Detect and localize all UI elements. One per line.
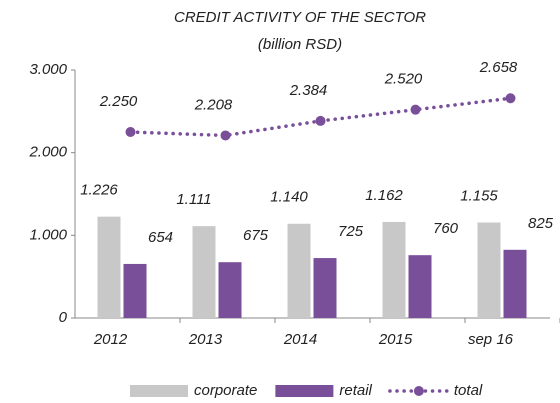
bar <box>313 258 337 318</box>
data-label: 1.226 <box>80 182 118 199</box>
line-marker <box>125 127 136 137</box>
legend-label: total <box>454 382 483 399</box>
bar <box>503 249 527 318</box>
data-label: 760 <box>433 220 459 237</box>
data-label: 2.208 <box>194 96 233 113</box>
chart-title: CREDIT ACTIVITY OF THE SECTOR <box>174 9 426 26</box>
x-tick-label: 2014 <box>283 331 317 348</box>
bar <box>287 223 311 318</box>
x-tick-label: 2012 <box>93 331 128 348</box>
legend-item: corporate <box>130 382 257 399</box>
data-label: 2.250 <box>99 93 138 110</box>
bar <box>123 263 147 318</box>
data-label: 1.111 <box>176 191 211 208</box>
bar <box>97 216 121 318</box>
legend-swatch <box>413 386 424 396</box>
data-label: 1.155 <box>460 187 498 204</box>
line-marker <box>220 130 231 141</box>
bar <box>218 262 242 318</box>
data-label: 2.520 <box>384 71 423 88</box>
legend-item: retail <box>275 382 373 399</box>
legend-label: retail <box>339 382 372 399</box>
y-tick-label: 2.000 <box>28 144 67 161</box>
data-label: 654 <box>148 229 173 246</box>
y-tick-label: 1.000 <box>29 226 67 243</box>
bar <box>477 222 501 318</box>
x-tick-label: sep 16 <box>468 331 514 348</box>
y-tick-label: 0 <box>59 309 68 326</box>
bar <box>382 221 406 318</box>
data-label: 2.658 <box>479 59 518 76</box>
y-tick-label: 3.000 <box>29 61 67 78</box>
legend-item: total <box>388 382 483 399</box>
data-label: 1.140 <box>270 189 308 206</box>
legend-swatch <box>130 385 188 397</box>
x-tick-label: 2015 <box>378 331 413 348</box>
legend-label: corporate <box>194 382 257 399</box>
data-label: 1.162 <box>365 187 403 204</box>
data-label: 725 <box>338 223 364 240</box>
data-label: 675 <box>243 227 269 244</box>
legend-swatch <box>275 385 334 397</box>
bar <box>408 255 432 318</box>
chart-subtitle: (billion RSD) <box>258 36 342 53</box>
line-marker <box>410 104 421 115</box>
line-marker <box>315 115 326 126</box>
x-tick-label: 2013 <box>188 331 223 348</box>
data-label: 825 <box>528 215 554 232</box>
bar <box>192 226 216 318</box>
data-label: 2.384 <box>289 82 328 99</box>
line-marker <box>505 93 516 104</box>
